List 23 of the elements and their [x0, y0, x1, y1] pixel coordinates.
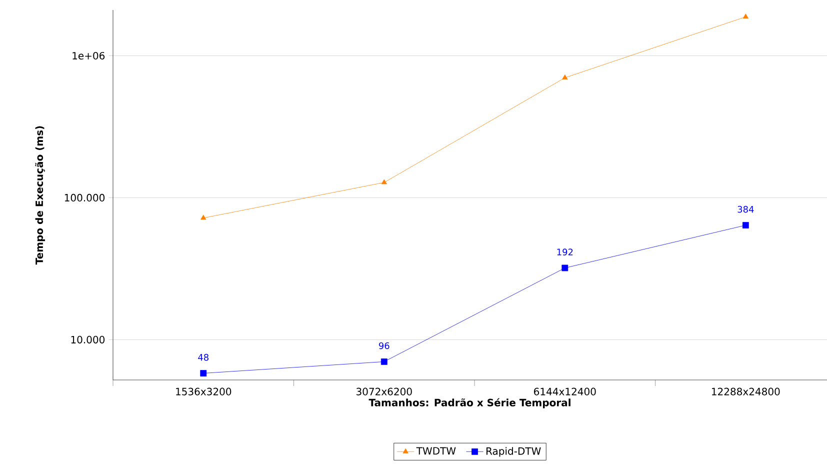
x-tick-label: 3072x6200 — [356, 388, 412, 396]
y-tick-label: 10.000 — [71, 336, 105, 344]
point — [380, 358, 388, 365]
point — [562, 74, 568, 80]
legend-label: Rapid-DTW — [486, 447, 541, 457]
legend-label: TWDTW — [416, 447, 456, 455]
y-tick-label: 100.000 — [64, 194, 105, 202]
annotation: 96 — [378, 342, 390, 350]
x-tick-label: 12288x24800 — [712, 388, 780, 396]
annotation: 384 — [738, 206, 754, 213]
x-tick-label: 1536x3200 — [176, 388, 232, 396]
annotation: 192 — [557, 248, 573, 256]
point — [200, 370, 207, 376]
x-axis-title: Tamanhos: Padrão x Série Temporal — [368, 398, 570, 408]
point — [562, 264, 568, 272]
y-axis-title: Tempo de Execução (ms) — [35, 126, 45, 265]
y-tick-label: 1e+06 — [72, 52, 105, 60]
x-tick-label: 6144x12400 — [534, 388, 596, 396]
point — [742, 14, 748, 19]
annotation: 48 — [198, 354, 208, 361]
point — [200, 214, 206, 220]
point — [381, 179, 387, 184]
point — [742, 222, 749, 228]
